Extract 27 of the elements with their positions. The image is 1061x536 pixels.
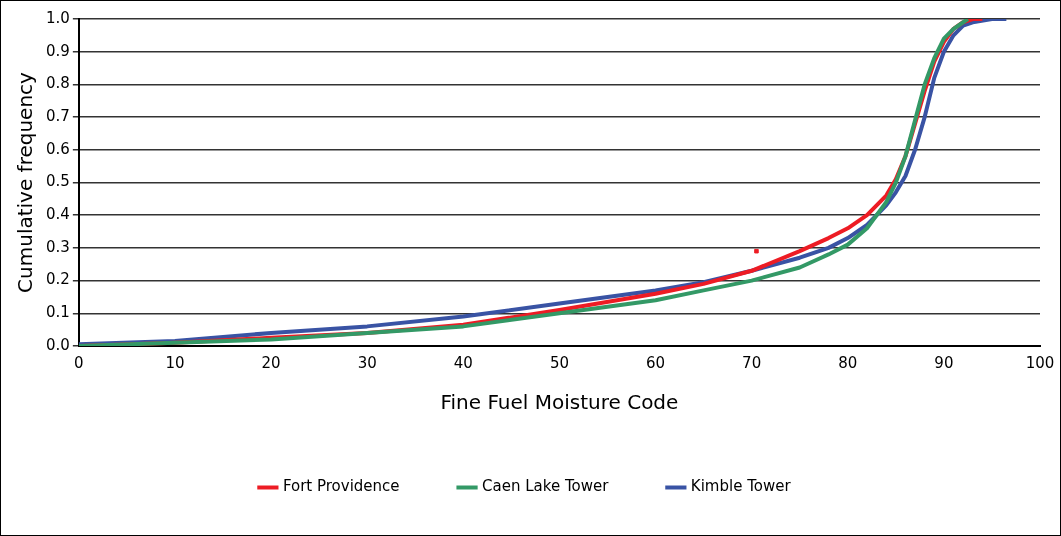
y-axis-title: Cumulative frequency [13, 71, 38, 293]
y-tick-label: 0.9 [46, 41, 70, 60]
y-tick-label: 0.7 [46, 106, 70, 125]
legend-label: Kimble Tower [690, 477, 792, 496]
y-tick-label: 1.0 [46, 8, 70, 27]
y-tick-label: 0.3 [46, 237, 70, 256]
x-tick-label: 80 [838, 353, 858, 372]
legend-label: Caen Lake Tower [482, 477, 610, 496]
y-tick-label: 0.6 [46, 139, 70, 158]
x-tick-label: 60 [646, 353, 666, 372]
y-tick-label: 0.2 [46, 270, 70, 289]
y-tick-label: 0.4 [46, 205, 70, 224]
x-tick-label: 20 [261, 353, 281, 372]
y-tick-label: 0.0 [46, 335, 70, 354]
y-tick-label: 0.1 [46, 303, 70, 322]
x-axis-title: Fine Fuel Moisture Code [440, 390, 679, 415]
y-tick-label: 0.8 [46, 74, 70, 93]
x-tick-label: 100 [1025, 353, 1055, 372]
x-tick-label: 70 [742, 353, 762, 372]
x-tick-label: 40 [453, 353, 473, 372]
y-tick-label: 0.5 [46, 172, 70, 191]
x-tick-label: 90 [934, 353, 954, 372]
legend-label: Fort Providence [282, 477, 400, 496]
x-tick-label: 0 [74, 353, 84, 372]
x-tick-label: 10 [165, 353, 185, 372]
x-tick-label: 50 [549, 353, 569, 372]
x-tick-label: 30 [357, 353, 377, 372]
